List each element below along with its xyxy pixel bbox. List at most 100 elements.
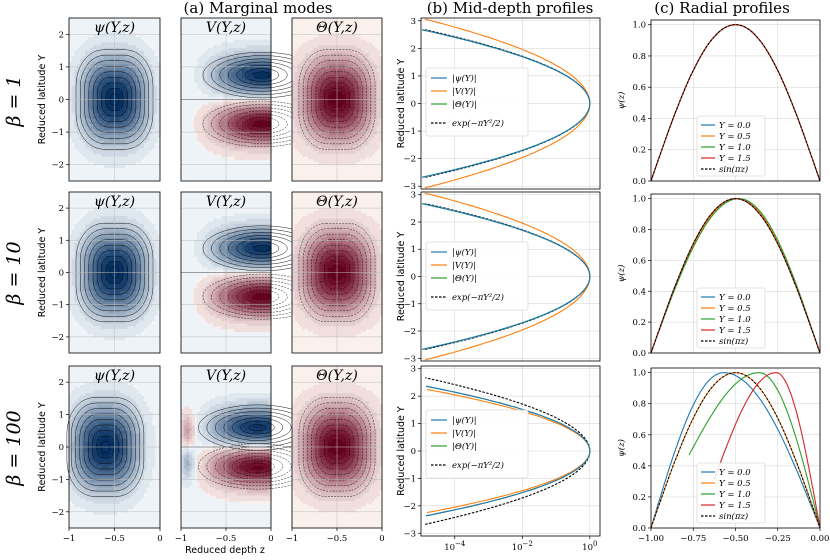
heatmap-cell (114, 134, 118, 139)
heatmap-cell (79, 113, 83, 117)
heatmap-cell (141, 66, 145, 71)
heatmap-cell (133, 39, 137, 44)
heatmap-cell (321, 159, 325, 163)
heatmap-cell (294, 85, 298, 90)
heatmap-cell (143, 145, 148, 149)
heatmap-cell (292, 113, 296, 117)
heatmap-cell (111, 64, 116, 68)
heatmap-cell (265, 77, 269, 82)
heatmap-cell (111, 145, 116, 149)
heatmap-cell (331, 148, 335, 152)
heatmap-cell (90, 83, 94, 87)
heatmap-cell (212, 151, 217, 155)
heatmap-cell (133, 69, 137, 73)
heatmap-cell (223, 104, 227, 109)
heatmap-cell (342, 118, 346, 122)
heatmap-cell (111, 39, 116, 44)
heatmap-cell (196, 85, 201, 90)
heatmap-cell (249, 91, 254, 95)
heatmap-cell (135, 42, 140, 46)
heatmap-cell (315, 53, 320, 57)
heatmap-cell (71, 115, 75, 120)
heatmap-cell (202, 83, 206, 87)
heatmap-cell (313, 115, 317, 120)
heatmap-cell (119, 134, 124, 139)
heatmap-cell (252, 126, 256, 130)
heatmap-cell (249, 99, 254, 103)
heatmap-cell (103, 99, 108, 103)
heatmap-cell (260, 96, 264, 101)
heatmap-cell (302, 142, 306, 147)
heatmap-cell (331, 159, 335, 163)
heatmap-cell (93, 104, 97, 109)
heatmap-cell (69, 91, 73, 95)
heatmap-cell (82, 107, 86, 111)
heatmap-cell (299, 61, 304, 65)
heatmap-cell (337, 102, 341, 106)
heatmap-cell (307, 42, 312, 46)
heatmap-cell (223, 42, 227, 46)
heatmap-cell (342, 107, 346, 111)
heatmap-cell (334, 110, 338, 114)
heatmap-cell (315, 58, 320, 63)
heatmap-cell (146, 121, 150, 125)
heatmap-cell (210, 151, 214, 155)
heatmap-cell (255, 69, 259, 73)
heatmap-cell (90, 99, 94, 103)
heatmap-cell (318, 118, 322, 122)
heatmap-cell (151, 132, 156, 136)
heatmap-cell (93, 102, 97, 106)
heatmap-cell (302, 56, 306, 60)
heatmap-cell (294, 137, 298, 141)
heatmap-cell (339, 102, 343, 106)
heatmap-cell (329, 39, 333, 44)
heatmap-cell (87, 99, 92, 103)
heatmap-cell (71, 72, 75, 76)
heatmap-cell (226, 134, 230, 139)
heatmap-cell (294, 64, 298, 68)
heatmap-cell (202, 72, 206, 76)
heatmap-cell (310, 102, 314, 106)
heatmap-cell (321, 104, 325, 109)
heatmap-cell (249, 83, 254, 87)
heatmap-cell (342, 39, 346, 44)
heatmap-cell (292, 132, 296, 136)
heatmap-cell (141, 104, 145, 109)
heatmap-cell (119, 34, 124, 38)
heatmap-cell (252, 47, 256, 52)
heatmap-cell (231, 140, 235, 144)
heatmap-cell (109, 58, 113, 63)
heatmap-cell (255, 42, 259, 46)
heatmap-cell (241, 156, 246, 160)
heatmap-cell (334, 31, 338, 35)
heatmap-cell (252, 45, 256, 49)
heatmap-cell (207, 91, 211, 95)
heatmap-cell (149, 148, 153, 152)
heatmap-cell (310, 77, 314, 82)
heatmap-cell (138, 72, 142, 76)
heatmap-cell (210, 134, 214, 139)
heatmap-cell (127, 50, 132, 54)
heatmap-cell (305, 137, 309, 141)
heatmap-cell (331, 45, 335, 49)
heatmap-cell (98, 153, 102, 158)
heatmap-cell (93, 42, 97, 46)
heatmap-cell (125, 134, 129, 139)
heatmap-cell (130, 39, 134, 44)
heatmap-cell (342, 69, 346, 73)
heatmap-cell (143, 113, 148, 117)
heatmap-cell (103, 83, 108, 87)
heatmap-cell (127, 159, 132, 163)
heatmap-cell (106, 153, 110, 158)
heatmap-cell (323, 129, 328, 133)
heatmap-cell (226, 58, 230, 63)
heatmap-cell (334, 61, 338, 65)
heatmap-cell (85, 142, 89, 147)
heatmap-cell (103, 91, 108, 95)
y-axis-label: Reduced latitude Y (37, 55, 48, 145)
heatmap-cell (326, 69, 330, 73)
heatmap-cell (318, 69, 322, 73)
heatmap-cell (133, 75, 137, 79)
heatmap-cell (204, 123, 209, 128)
heatmap-cell (135, 45, 140, 49)
